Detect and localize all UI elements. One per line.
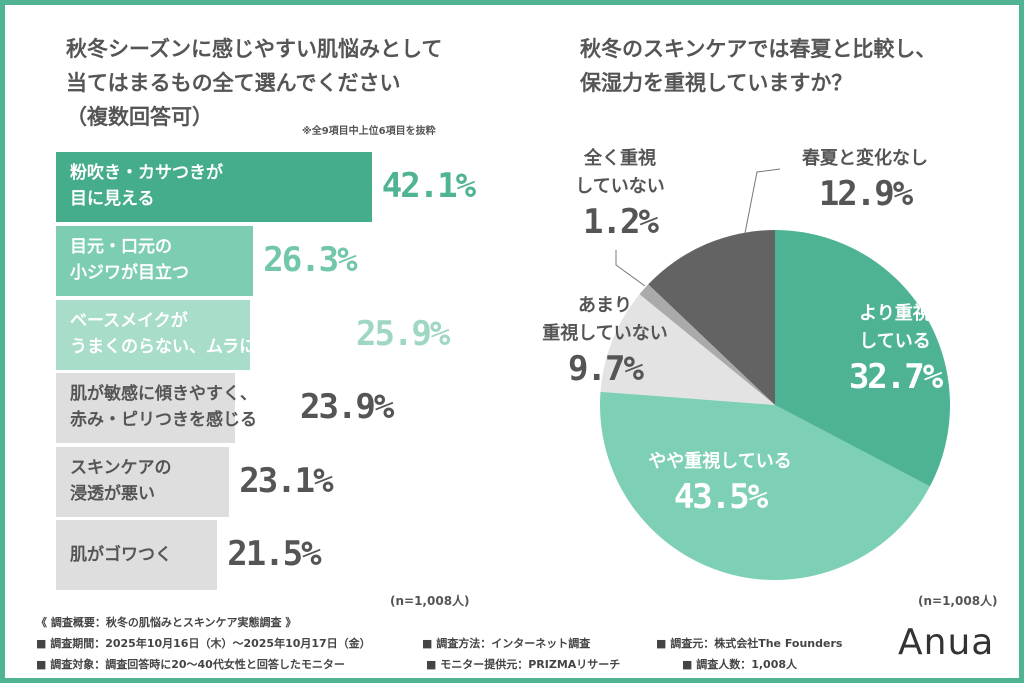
pie-slice — [600, 294, 775, 405]
pie-value-label: 32.7% — [848, 357, 943, 397]
sample-size-right: (n=1,008人) — [918, 594, 998, 608]
bar-category-label: スキンケアの 浸透が悪い — [70, 458, 172, 504]
leader-line — [615, 250, 646, 287]
bar: 肌が敏感に傾きやすく、 赤み・ピリつきを感じる — [56, 373, 257, 443]
footer-item: ■ 調査方法：インターネット調査 — [422, 637, 591, 650]
footer-item: ■ 調査対象：調査回答時に20〜40代女性と回答したモニター — [36, 658, 345, 671]
pie-value-label: 12.9% — [818, 174, 913, 214]
anua-logo: Anua — [898, 622, 995, 663]
title-line: 秋冬シーズンに感じやすい肌悩みとして — [66, 37, 443, 61]
pie-value-label: 43.5% — [673, 477, 768, 517]
bar-value-label: 25.9% — [356, 314, 450, 354]
pie-category-label: している — [859, 331, 931, 352]
bar-category-label: 目元・口元の 小ジワが目立つ — [70, 237, 189, 283]
title-line: 秋冬のスキンケアでは春夏と比較し、 — [580, 37, 937, 61]
footer-item: ■ 調査人数：1,008人 — [682, 658, 798, 671]
bar: スキンケアの 浸透が悪い — [56, 447, 230, 517]
bar-value-label: 23.1% — [239, 461, 333, 501]
pie-label: あまり重視していない 9.7% — [515, 292, 695, 390]
bar-category-label: 肌がゴワつく — [70, 545, 172, 565]
leader-line — [744, 168, 781, 234]
pie-label: 全く重視していない 1.2% — [550, 145, 690, 243]
bar-category-label: ベースメイクが うまくのらない、ムラになる — [70, 311, 291, 357]
note: ※全9項目中上位6項目を抜粋 — [302, 126, 436, 137]
pie-category-label: より重視 — [859, 303, 931, 324]
pie-label: 春夏と変化なし 12.9% — [770, 145, 960, 215]
pie-value-label: 1.2% — [583, 202, 659, 242]
pie-slice — [648, 230, 775, 405]
pie-category-label: 春夏と変化なし — [802, 148, 928, 169]
pie-category-label: していない — [575, 176, 665, 197]
pie-value-label: 9.7% — [568, 349, 644, 389]
pie-slice — [775, 230, 951, 487]
bar: ベースメイクが うまくのらない、ムラになる — [56, 300, 291, 370]
pie-category-label: あまり — [578, 295, 632, 316]
title-line: 保湿力を重視していますか？ — [580, 71, 853, 95]
bar-value-label: 21.5% — [227, 534, 321, 574]
bar: 粉吹き・カサつきが 目に見える — [56, 152, 372, 222]
bar-value-label: 26.3% — [263, 240, 357, 280]
left-question-title: 秋冬シーズンに感じやすい肌悩みとして 当てはまるもの全て選んでください （複数回… — [66, 32, 486, 134]
bar: 目元・口元の 小ジワが目立つ — [56, 226, 254, 296]
right-question-title: 秋冬のスキンケアでは春夏と比較し、 保湿力を重視していますか？ — [580, 32, 1000, 100]
pie-label: より重視している 32.7% — [775, 300, 1015, 398]
pie-slice — [600, 391, 930, 580]
bar: 肌がゴワつく — [56, 520, 218, 590]
bar-value-label: 42.1% — [381, 166, 476, 206]
bar-category-label: 粉吹き・カサつきが 目に見える — [70, 163, 223, 209]
pie-category-label: 全く重視 — [584, 148, 656, 169]
footer-heading: 《 調査概要：秋冬の肌悩みとスキンケア実態調査 》 — [36, 616, 297, 629]
pie-slice — [639, 284, 775, 405]
title-line: （複数回答可） — [66, 105, 213, 129]
bar-value-label: 23.9% — [300, 387, 394, 427]
footer-item: ■ 調査期間：2025年10月16日（木）〜2025年10月17日（金） — [36, 637, 371, 650]
footer-item: ■ モニター提供元：PRIZMAリサーチ — [426, 658, 621, 671]
pie-label: やや重視している 43.5% — [600, 448, 840, 518]
bar-category-label: 肌が敏感に傾きやすく、 赤み・ピリつきを感じる — [70, 384, 257, 430]
title-line: 当てはまるもの全て選んでください — [66, 71, 401, 95]
sample-size-left: (n=1,008人) — [390, 594, 470, 608]
footer-item: ■ 調査元：株式会社The Founders — [656, 637, 843, 650]
pie-category-label: やや重視している — [648, 451, 792, 472]
pie-category-label: 重視していない — [542, 323, 668, 344]
